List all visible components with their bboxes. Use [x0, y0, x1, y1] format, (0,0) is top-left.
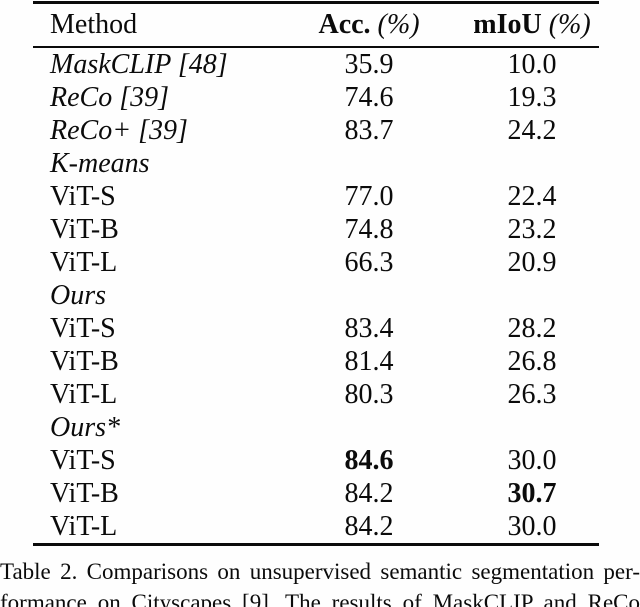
table-bottom-rule [33, 543, 599, 546]
table-row: ReCo+ [39] 83.7 24.2 [33, 114, 599, 147]
acc-cell: 77.0 [344, 180, 394, 212]
miou-cell: 10.0 [507, 48, 557, 80]
miou-cell: 26.3 [507, 378, 557, 410]
table-row: K-means [33, 147, 599, 180]
acc-cell: 74.8 [344, 213, 394, 245]
method-cell: ReCo+ [39] [50, 114, 188, 146]
caption-line-2: formance on Cityscapes [9]. The results … [0, 590, 640, 607]
miou-cell: 20.9 [507, 246, 557, 278]
acc-cell: 83.7 [344, 114, 394, 146]
method-cell: MaskCLIP [48] [50, 48, 228, 80]
table-caption: Table 2. Comparisons on unsupervised sem… [0, 556, 640, 607]
table-top-rule [33, 1, 599, 4]
table-mid-rule [33, 46, 599, 48]
table-row: ViT-B 81.4 26.8 [33, 345, 599, 378]
table-row: ViT-S 77.0 22.4 [33, 180, 599, 213]
header-acc: Acc. (%) [273, 9, 465, 41]
acc-cell: 66.3 [344, 246, 394, 278]
method-cell: ViT-L [50, 378, 118, 410]
table-row: ViT-B 74.8 23.2 [33, 213, 599, 246]
header-method: Method [50, 9, 138, 40]
method-cell: ViT-L [50, 510, 118, 542]
table-row: MaskCLIP [48] 35.9 10.0 [33, 48, 599, 81]
miou-cell: 30.0 [507, 444, 557, 476]
acc-cell: 84.2 [344, 510, 394, 542]
method-cell: ViT-L [50, 246, 118, 278]
method-cell: ViT-B [50, 477, 119, 509]
method-cell: ViT-B [50, 213, 119, 245]
miou-cell: 28.2 [507, 312, 557, 344]
miou-cell: 26.8 [507, 345, 557, 377]
table-row: Ours [33, 279, 599, 312]
table-row: ReCo [39] 74.6 19.3 [33, 81, 599, 114]
acc-cell: 35.9 [344, 48, 394, 80]
method-cell: K-means [50, 147, 150, 179]
header-miou-unit: (%) [541, 9, 591, 40]
acc-cell: 84.2 [344, 477, 394, 509]
acc-cell: 83.4 [344, 312, 394, 344]
method-cell: ViT-S [50, 444, 116, 476]
method-cell: ViT-S [50, 312, 116, 344]
results-table: Method Acc. (%) mIoU (%) MaskCLIP [48] 35… [33, 1, 599, 546]
table-header-row: Method Acc. (%) mIoU (%) [33, 4, 599, 46]
method-cell: Ours* [50, 411, 121, 443]
table-body: MaskCLIP [48] 35.9 10.0 ReCo [39] 74.6 19.3 Re… [33, 48, 599, 543]
acc-cell: 74.6 [344, 81, 394, 113]
method-cell: ReCo [39] [50, 81, 169, 113]
header-miou-name: mIoU [473, 9, 542, 40]
miou-cell: 19.3 [507, 81, 557, 113]
header-acc-unit: (%) [370, 9, 420, 40]
miou-cell: 22.4 [507, 180, 557, 212]
acc-cell: 81.4 [344, 345, 394, 377]
miou-cell: 23.2 [507, 213, 557, 245]
caption-line-1: Table 2. Comparisons on unsupervised sem… [0, 559, 640, 584]
table-row: ViT-S 83.4 28.2 [33, 312, 599, 345]
table-row: Ours* [33, 411, 599, 444]
miou-cell: 30.0 [507, 510, 557, 542]
table-row: ViT-L 80.3 26.3 [33, 378, 599, 411]
acc-cell: 80.3 [344, 378, 394, 410]
method-cell: ViT-B [50, 345, 119, 377]
acc-cell: 84.6 [344, 444, 394, 476]
miou-cell: 24.2 [507, 114, 557, 146]
table-row: ViT-L 84.2 30.0 [33, 510, 599, 543]
table-row: ViT-B 84.2 30.7 [33, 477, 599, 510]
method-cell: ViT-S [50, 180, 116, 212]
method-cell: Ours [50, 279, 107, 311]
table-row: ViT-S 84.6 30.0 [33, 444, 599, 477]
table-row: ViT-L 66.3 20.9 [33, 246, 599, 279]
header-acc-name: Acc. [318, 9, 371, 40]
miou-cell: 30.7 [507, 477, 557, 509]
header-miou: mIoU (%) [465, 9, 599, 41]
